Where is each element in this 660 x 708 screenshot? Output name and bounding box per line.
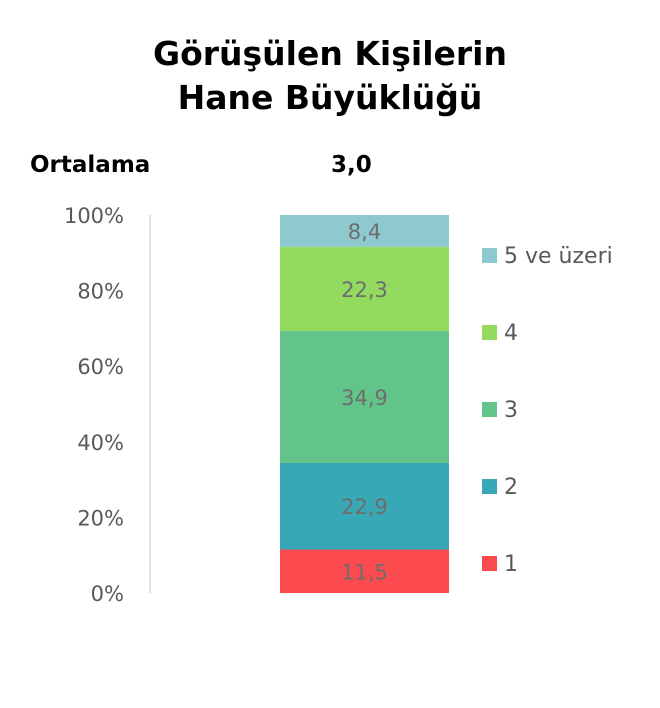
bar-segment [280, 246, 449, 332]
legend-swatch [482, 325, 497, 340]
data-label: 8,4 [348, 220, 381, 244]
legend-label: 4 [504, 321, 518, 346]
bar-stack: 11,5 22,9 34,9 22,3 8,4 [280, 215, 449, 593]
y-tick-label: 80% [77, 280, 124, 304]
y-axis-ticks: 0% 20% 40% 60% 80% 100% [64, 204, 124, 606]
legend-swatch [482, 479, 497, 494]
data-label: 22,9 [341, 495, 388, 519]
bar-segment [280, 215, 449, 247]
y-tick-label: 60% [77, 355, 124, 379]
data-label: 11,5 [341, 560, 388, 584]
chart-title-line-2: Hane Büyüklüğü [177, 78, 483, 117]
y-tick-label: 100% [64, 204, 124, 228]
legend-label: 5 ve üzeri [504, 244, 613, 269]
bar-segment [280, 549, 449, 593]
data-label: 22,3 [341, 278, 388, 302]
y-tick-label: 40% [77, 431, 124, 455]
chart-title: Görüşülen Kişilerin Hane Büyüklüğü [0, 32, 660, 120]
chart-title-line-1: Görüşülen Kişilerin [153, 34, 507, 73]
legend-swatch [482, 556, 497, 571]
legend-swatch [482, 402, 497, 417]
legend-label: 2 [504, 475, 518, 500]
legend-label: 3 [504, 398, 518, 423]
legend: 5 ve üzeri 4 3 2 1 [482, 244, 613, 577]
y-tick-label: 0% [91, 582, 124, 606]
legend-label: 1 [504, 552, 518, 577]
data-label: 34,9 [341, 386, 388, 410]
legend-swatch [482, 248, 497, 263]
average-value: 3,0 [331, 152, 372, 178]
average-label: Ortalama [30, 152, 151, 178]
y-tick-label: 20% [77, 506, 124, 530]
bar-segment [280, 462, 449, 550]
bar-segment [280, 331, 449, 463]
